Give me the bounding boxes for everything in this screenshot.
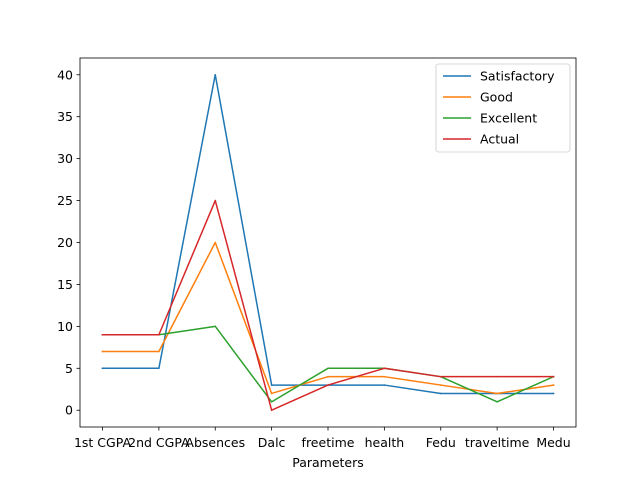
data-point-satisfactory-2 [214,73,217,76]
y-tick-label: 10 [57,319,73,334]
data-point-excellent-7 [496,401,498,403]
data-point-actual-7 [496,375,498,378]
legend: Satisfactory Good Excellent Actual [435,63,571,153]
data-point-excellent-3 [270,401,273,403]
x-tick-label: traveltime [465,435,530,450]
x-axis-label: Parameters [292,455,364,470]
data-point-satisfactory-0 [101,367,104,370]
data-point-good-6 [439,384,442,386]
x-tick-label: Fedu [426,435,456,450]
data-point-satisfactory-1 [158,367,160,370]
data-point-actual-3 [270,409,273,412]
y-tick-label: 40 [57,67,73,82]
data-point-actual-4 [327,384,329,386]
data-point-good-5 [383,375,386,378]
legend-label-actual: Actual [480,132,519,147]
data-point-good-2 [214,241,217,244]
y-tick-label: 30 [57,151,73,166]
data-point-good-0 [101,350,104,353]
y-tick-label: 0 [65,403,73,418]
data-point-good-4 [327,375,329,378]
data-point-excellent-4 [327,367,329,370]
data-point-satisfactory-8 [552,392,555,395]
x-tick-label: freetime [302,435,355,450]
data-point-excellent-2 [214,325,217,328]
legend-box [435,63,571,153]
x-tick-label: Absences [185,435,245,450]
x-tick-label: 1st CGPA [74,435,131,450]
data-point-actual-5 [383,367,386,370]
y-tick-label: 35 [57,109,73,124]
data-point-good-3 [270,392,273,395]
x-tick-label: health [365,435,405,450]
data-point-actual-6 [439,375,442,378]
legend-label-satisfactory: Satisfactory [480,69,555,84]
data-point-satisfactory-5 [383,384,386,386]
x-tick-label: Dalc [258,435,286,450]
legend-label-good: Good [480,90,513,105]
series-layer [101,73,555,412]
data-point-actual-0 [101,333,104,336]
y-tick-label: 25 [57,193,73,208]
data-point-satisfactory-3 [270,384,273,386]
data-point-good-1 [158,350,160,353]
y-tick-label: 5 [65,361,73,376]
data-point-good-8 [552,384,555,386]
legend-label-excellent: Excellent [480,111,537,126]
y-tick-label: 15 [57,277,73,292]
data-point-actual-2 [214,199,217,202]
data-point-good-7 [496,392,498,395]
data-point-actual-1 [158,333,160,336]
data-point-actual-8 [552,375,555,378]
data-point-satisfactory-6 [439,392,442,395]
y-tick-label: 20 [57,235,73,250]
x-tick-label: Medu [536,435,570,450]
x-tick-label: 2nd CGPA [128,435,190,450]
